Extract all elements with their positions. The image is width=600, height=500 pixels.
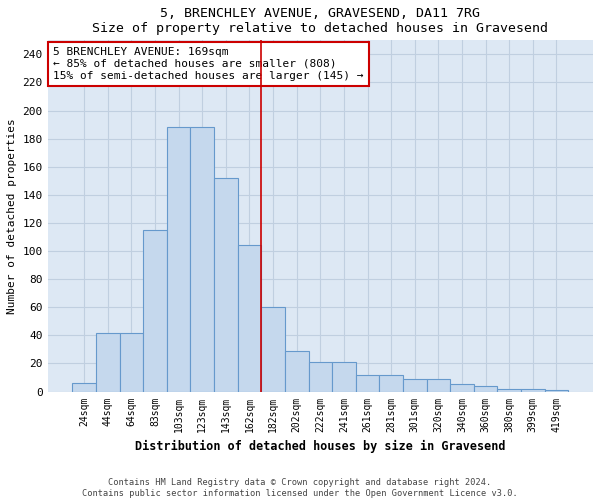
Bar <box>356 374 379 392</box>
Bar <box>96 332 119 392</box>
Bar <box>450 384 474 392</box>
Bar <box>143 230 167 392</box>
Bar <box>379 374 403 392</box>
Text: Contains HM Land Registry data © Crown copyright and database right 2024.
Contai: Contains HM Land Registry data © Crown c… <box>82 478 518 498</box>
Bar <box>119 332 143 392</box>
Bar <box>73 383 96 392</box>
Bar <box>474 386 497 392</box>
Bar <box>521 388 545 392</box>
Bar <box>332 362 356 392</box>
Bar <box>403 379 427 392</box>
Bar <box>427 379 450 392</box>
Bar <box>262 307 285 392</box>
Title: 5, BRENCHLEY AVENUE, GRAVESEND, DA11 7RG
Size of property relative to detached h: 5, BRENCHLEY AVENUE, GRAVESEND, DA11 7RG… <box>92 7 548 35</box>
Bar <box>167 128 190 392</box>
Y-axis label: Number of detached properties: Number of detached properties <box>7 118 17 314</box>
Bar <box>497 388 521 392</box>
X-axis label: Distribution of detached houses by size in Gravesend: Distribution of detached houses by size … <box>135 440 506 453</box>
Bar <box>308 362 332 392</box>
Text: 5 BRENCHLEY AVENUE: 169sqm
← 85% of detached houses are smaller (808)
15% of sem: 5 BRENCHLEY AVENUE: 169sqm ← 85% of deta… <box>53 48 364 80</box>
Bar <box>214 178 238 392</box>
Bar <box>545 390 568 392</box>
Bar <box>285 351 308 392</box>
Bar <box>190 128 214 392</box>
Bar <box>238 246 262 392</box>
